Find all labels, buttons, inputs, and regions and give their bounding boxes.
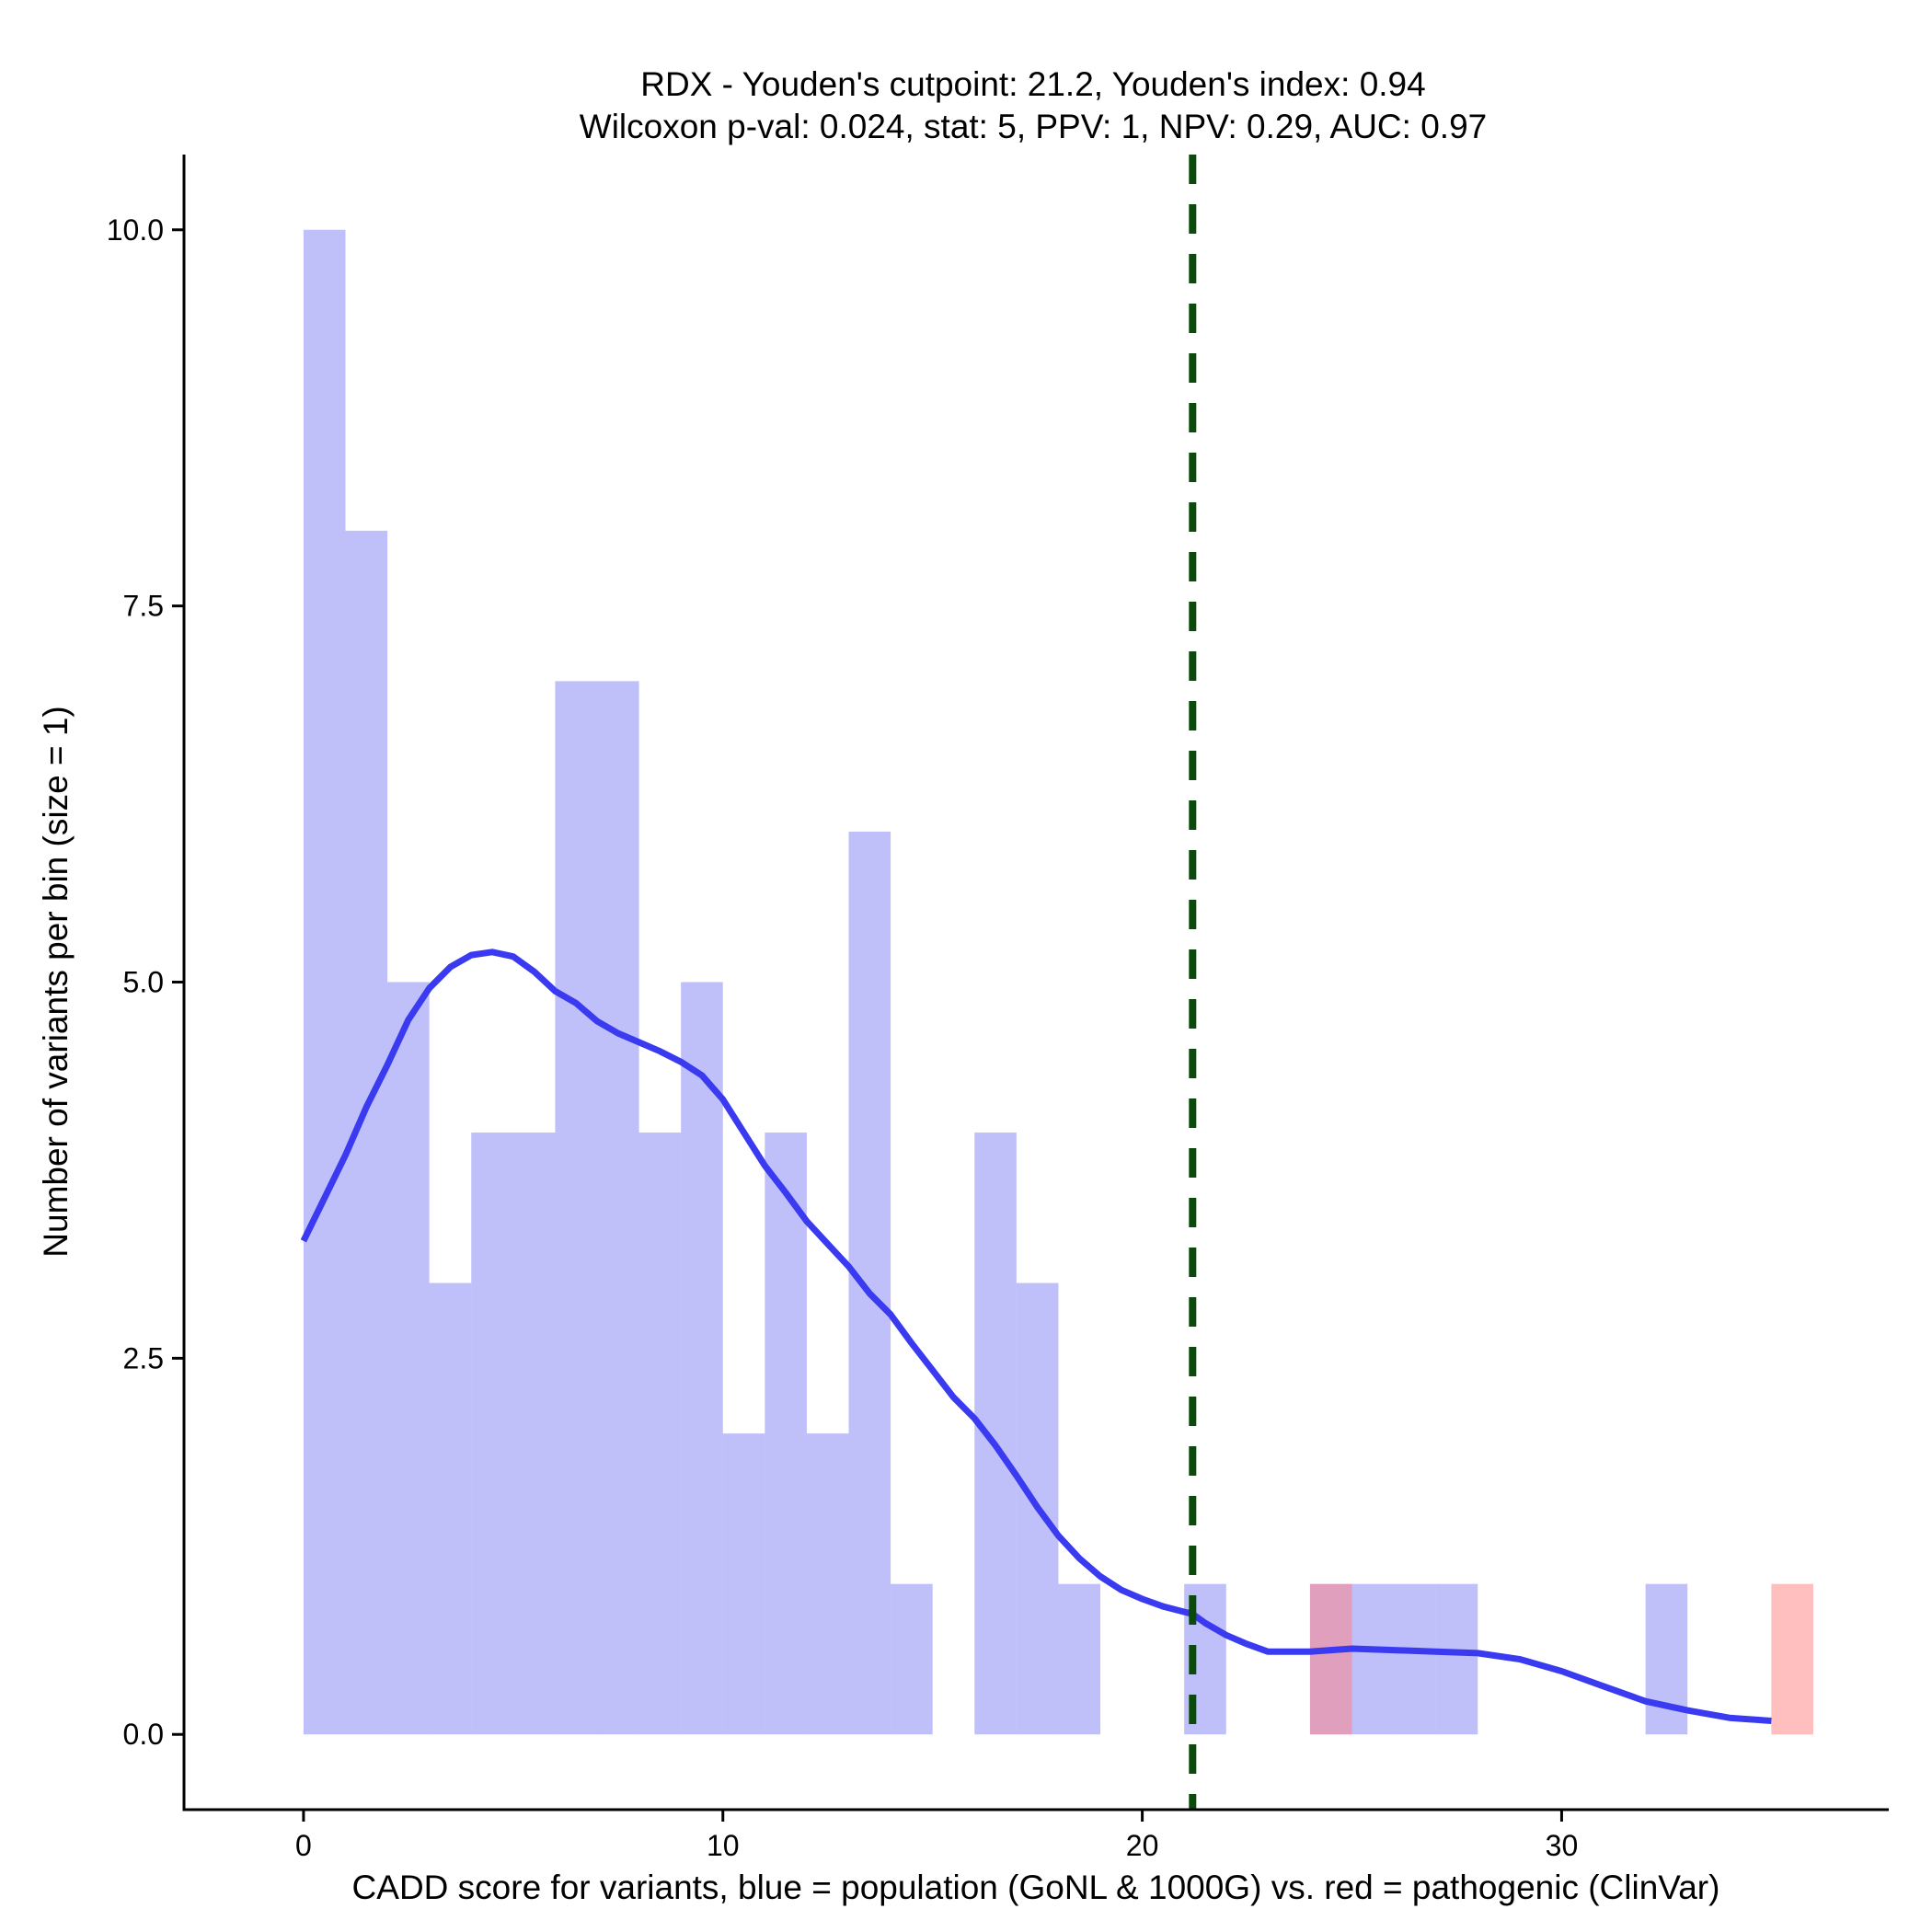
pathogenic-bar-0 bbox=[1309, 1583, 1352, 1735]
pathogenic-bar-1 bbox=[1771, 1583, 1813, 1735]
y-tick-label: 2.5 bbox=[123, 1341, 164, 1374]
y-axis-title: Number of variants per bin (size = 1) bbox=[37, 706, 75, 1257]
y-tick-label: 0.0 bbox=[123, 1718, 164, 1751]
y-tick-label: 10.0 bbox=[107, 213, 164, 247]
population-bar-13 bbox=[848, 831, 891, 1735]
x-tick-label: 20 bbox=[1126, 1829, 1159, 1862]
population-bar-21 bbox=[1394, 1583, 1436, 1735]
population-bar-5 bbox=[512, 1133, 556, 1735]
chart-title-line1: RDX - Youden's cutpoint: 21.2, Youden's … bbox=[640, 65, 1425, 103]
pathogenic-histogram bbox=[1309, 1583, 1813, 1735]
population-bar-20 bbox=[1351, 1583, 1395, 1735]
y-tick-label: 7.5 bbox=[123, 590, 164, 623]
y-tick-label: 5.0 bbox=[123, 966, 164, 999]
population-bar-10 bbox=[722, 1433, 765, 1735]
population-bar-2 bbox=[387, 982, 430, 1735]
x-tick-label: 30 bbox=[1546, 1829, 1579, 1862]
population-bar-7 bbox=[597, 681, 639, 1735]
x-tick-label: 10 bbox=[707, 1829, 740, 1862]
population-histogram bbox=[303, 229, 1688, 1735]
x-tick-label: 0 bbox=[295, 1829, 312, 1862]
population-bar-0 bbox=[303, 229, 346, 1735]
population-density-line bbox=[300, 949, 1772, 1724]
population-bar-9 bbox=[681, 982, 723, 1735]
x-axis-title: CADD score for variants, blue = populati… bbox=[352, 1869, 1720, 1906]
population-bar-12 bbox=[806, 1433, 849, 1735]
population-bar-11 bbox=[765, 1133, 807, 1735]
population-bar-17 bbox=[1058, 1583, 1101, 1735]
population-bar-4 bbox=[471, 1133, 513, 1735]
population-bar-8 bbox=[638, 1133, 682, 1735]
population-bar-14 bbox=[891, 1583, 933, 1735]
population-bar-6 bbox=[555, 681, 598, 1735]
population-bar-3 bbox=[429, 1282, 472, 1735]
chart-title-line2: Wilcoxon p-val: 0.024, stat: 5, PPV: 1, … bbox=[580, 108, 1487, 145]
population-bar-22 bbox=[1435, 1583, 1478, 1735]
population-bar-15 bbox=[974, 1133, 1017, 1735]
population-bar-1 bbox=[345, 530, 388, 1735]
y-axis-ticks: 0.0 2.5 5.0 7.5 10.0 bbox=[107, 213, 184, 1751]
x-axis-ticks: 0 10 20 30 bbox=[295, 1810, 1578, 1862]
